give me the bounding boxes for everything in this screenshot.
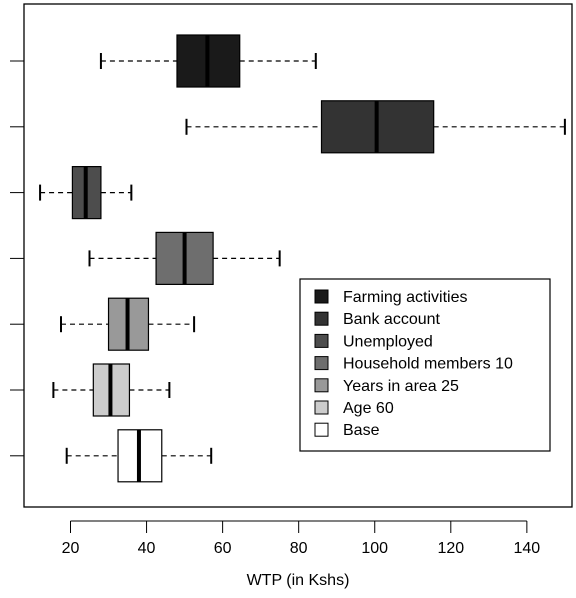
legend-swatch — [314, 356, 329, 371]
box-3 — [88, 231, 281, 285]
legend-swatch — [314, 311, 329, 326]
box-series — [39, 34, 566, 483]
legend-swatch — [314, 289, 329, 304]
y-axis-ticks — [10, 60, 24, 457]
legend-label: Age 60 — [343, 400, 394, 417]
x-axis-title: WTP (in Kshs) — [247, 572, 350, 589]
legend-label: Household members 10 — [343, 356, 513, 373]
box-2 — [39, 166, 133, 220]
legend-swatch — [314, 400, 329, 415]
plot-frame — [23, 3, 573, 508]
x-tick-label: 140 — [514, 540, 541, 557]
box-6 — [65, 429, 213, 483]
legend-frame — [299, 278, 551, 452]
x-axis: 20 40 60 80 100 120 140 — [62, 520, 541, 557]
box-0 — [99, 34, 317, 88]
x-tick-label: 120 — [437, 540, 464, 557]
box-5 — [52, 363, 171, 417]
legend-swatch — [314, 422, 329, 437]
legend-label: Farming activities — [343, 289, 467, 306]
x-tick-label: 40 — [138, 540, 156, 557]
legend-label: Bank account — [343, 311, 441, 328]
legend: Farming activities Bank account Unemployed… — [299, 278, 551, 452]
legend-label: Unemployed — [343, 333, 433, 350]
x-tick-label: 20 — [62, 540, 80, 557]
x-tick-label: 60 — [214, 540, 232, 557]
legend-swatch — [314, 378, 329, 393]
legend-label: Years in area 25 — [343, 378, 459, 395]
legend-label: Base — [343, 422, 380, 439]
x-tick-label: 100 — [361, 540, 388, 557]
x-tick-label: 80 — [290, 540, 308, 557]
legend-swatch — [314, 333, 329, 348]
box-1 — [185, 100, 566, 154]
box-4 — [59, 297, 196, 351]
